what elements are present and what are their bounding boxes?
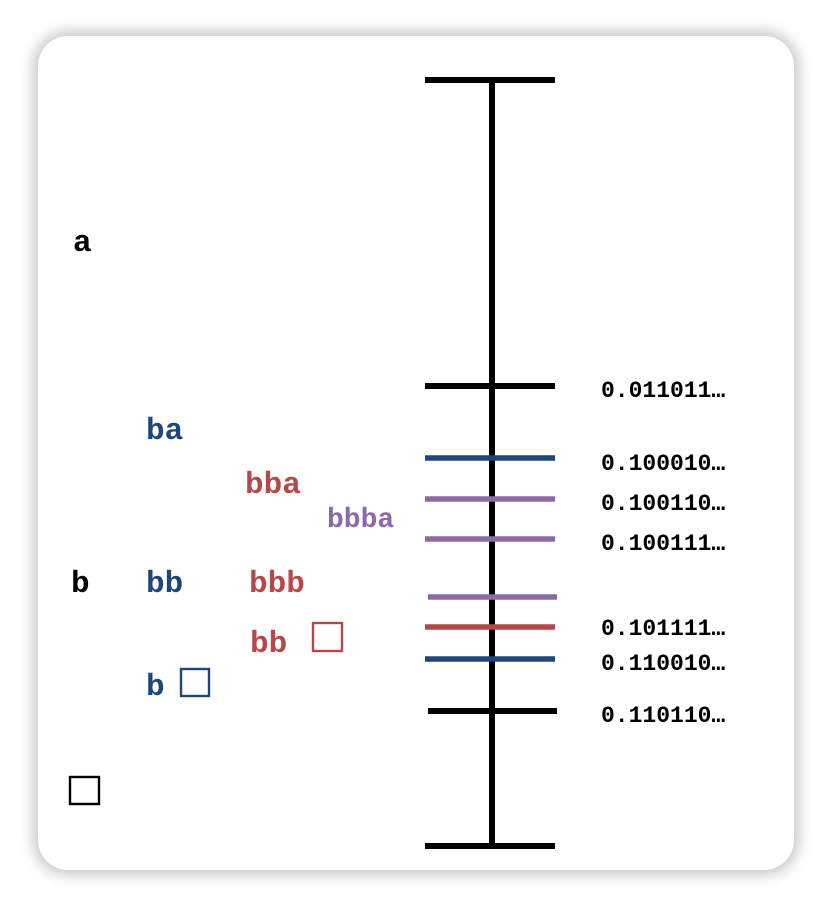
- symbol-labels: a b ba bb b bba bbb bb bbba: [68, 226, 394, 806]
- symbol-label: ba: [146, 414, 183, 449]
- end-of-string-icon: [68, 775, 101, 806]
- symbol-label: bb: [146, 567, 183, 602]
- boundary-value-label: 0.100111…: [601, 531, 725, 557]
- boundary-value-label: 0.100010…: [601, 451, 725, 477]
- symbol-label: bb: [250, 627, 287, 662]
- end-of-string-icon: [311, 621, 344, 653]
- symbol-label: a: [73, 226, 92, 261]
- symbol-label: bbb: [249, 567, 305, 602]
- boundary-value-label: 0.011011…: [601, 378, 725, 404]
- boundary-value-label: 0.100110…: [601, 491, 725, 517]
- boundary-ticks: [425, 77, 557, 849]
- boundary-value-label: 0.110010…: [601, 651, 725, 677]
- diagram-frame: [38, 36, 794, 870]
- symbol-label: b: [146, 670, 165, 705]
- symbol-label: bbba: [327, 505, 394, 536]
- boundary-value-label: 0.110110…: [601, 703, 725, 729]
- symbol-label: b: [71, 567, 90, 602]
- symbol-label: bba: [245, 468, 301, 503]
- boundary-value-label: 0.101111…: [601, 616, 725, 642]
- boundary-values: 0.011011… 0.100010… 0.100110… 0.100111… …: [601, 378, 725, 729]
- end-of-string-icon: [179, 667, 211, 698]
